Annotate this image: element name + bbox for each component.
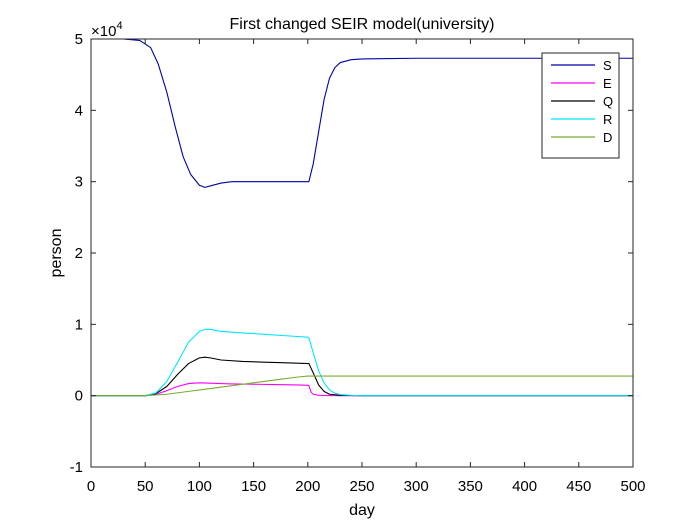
x-tick-label: 400 [512, 478, 537, 495]
x-tick-label: 350 [458, 478, 483, 495]
legend-label-r: R [603, 112, 612, 127]
y-tick-label: 3 [75, 174, 83, 191]
x-tick-label: 0 [87, 478, 95, 495]
y-exponent-base: ×10 [91, 23, 116, 40]
legend-box [541, 52, 620, 159]
y-ticks: -1 0 1 2 3 4 5 [70, 31, 633, 476]
legend-label-q: Q [603, 94, 613, 109]
x-tick-label: 150 [241, 478, 266, 495]
x-tick-label: 100 [187, 478, 212, 495]
series-line-d [91, 375, 633, 397]
legend-label-s: S [603, 58, 612, 73]
series-layer [91, 38, 633, 397]
legend-label-d: D [603, 130, 612, 145]
y-tick-label: 0 [75, 388, 83, 405]
x-ticks: 0 50 100 150 200 250 300 350 400 450 500 [87, 39, 646, 495]
x-tick-label: 200 [295, 478, 320, 495]
x-tick-label: 500 [620, 478, 645, 495]
x-tick-label: 250 [349, 478, 374, 495]
y-tick-label: -1 [70, 459, 83, 476]
y-tick-label: 4 [75, 102, 83, 119]
y-tick-label: 2 [75, 245, 83, 262]
y-tick-label: 1 [75, 316, 83, 333]
series-line-s [91, 38, 633, 188]
legend-label-e: E [603, 76, 612, 91]
x-tick-label: 50 [137, 478, 154, 495]
y-exponent-label: ×104 [91, 20, 123, 40]
y-axis-title: person [48, 229, 65, 278]
y-exponent-power: 4 [116, 20, 122, 32]
y-tick-label: 5 [75, 31, 83, 48]
x-axis-title: day [349, 502, 375, 519]
series-line-r [91, 328, 633, 397]
x-tick-label: 300 [404, 478, 429, 495]
chart-title: First changed SEIR model(university) [230, 16, 495, 33]
x-tick-label: 450 [566, 478, 591, 495]
